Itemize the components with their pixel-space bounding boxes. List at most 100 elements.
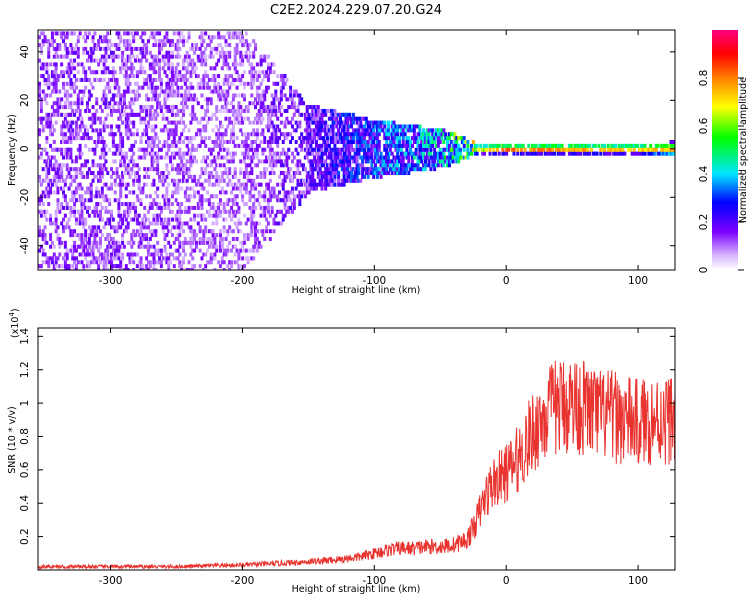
heatmap-cell [222, 155, 226, 160]
heatmap-cell [329, 108, 333, 113]
heatmap-cell [183, 209, 187, 214]
heatmap-cell [235, 202, 239, 207]
heatmap-cell [410, 163, 414, 168]
heatmap-cell [76, 101, 80, 106]
heatmap-cell [182, 62, 186, 67]
heatmap-cell [54, 50, 58, 55]
heatmap-cell [43, 240, 47, 245]
heatmap-cell [156, 97, 160, 102]
heatmap-cell [100, 108, 104, 113]
heatmap-cell [111, 140, 115, 144]
heatmap-cell [152, 35, 156, 40]
heatmap-cell [65, 46, 69, 51]
heatmap-cell [200, 171, 204, 176]
heatmap-cell [180, 101, 184, 106]
heatmap-cell [233, 120, 237, 125]
heatmap-cell [244, 190, 248, 195]
heatmap-cell [342, 132, 346, 137]
heatmap-cell [156, 171, 160, 176]
heatmap-cell [316, 174, 320, 179]
heatmap-cell [272, 97, 276, 102]
heatmap-cell [425, 143, 429, 148]
heatmap-cell [178, 147, 182, 152]
heatmap-x-tick-label: 100 [628, 275, 648, 287]
heatmap-cell [156, 112, 160, 117]
heatmap-cell [194, 66, 198, 71]
heatmap-cell [237, 221, 241, 226]
heatmap-cell [220, 46, 224, 51]
heatmap-cell [159, 171, 163, 176]
heatmap-cell [65, 202, 69, 207]
heatmap-cell [516, 143, 520, 148]
heatmap-cell [213, 236, 217, 241]
heatmap-cell [318, 120, 322, 125]
heatmap-cell [228, 35, 232, 40]
heatmap-cell [178, 54, 182, 59]
heatmap-cell [196, 213, 200, 218]
heatmap-cell [407, 159, 411, 164]
heatmap-x-tick-label: -200 [230, 275, 254, 287]
heatmap-cell [370, 136, 374, 141]
heatmap-cell [374, 136, 378, 141]
heatmap-cell [198, 236, 202, 241]
heatmap-cell [148, 205, 152, 210]
heatmap-cell [477, 147, 481, 152]
heatmap-cell [71, 46, 75, 51]
heatmap-cell [567, 147, 571, 152]
heatmap-cell [180, 268, 184, 270]
heatmap-cell [124, 74, 128, 79]
heatmap-cell [119, 136, 123, 141]
heatmap-cell [276, 124, 280, 129]
heatmap-cell [152, 159, 156, 164]
heatmap-cell [246, 256, 250, 261]
heatmap-cell [56, 74, 60, 79]
heatmap-cell [207, 182, 211, 187]
heatmap-cell [139, 198, 143, 203]
heatmap-cell [174, 128, 178, 133]
heatmap-cell [261, 229, 265, 234]
heatmap-cell [495, 147, 499, 152]
heatmap-cell [241, 43, 245, 48]
heatmap-cell [255, 74, 259, 79]
heatmap-cell [163, 194, 167, 199]
heatmap-cell [71, 252, 75, 257]
heatmap-cell [370, 171, 374, 176]
heatmap-cell [63, 194, 67, 199]
heatmap-cell [146, 217, 150, 222]
heatmap-cell [115, 174, 119, 179]
heatmap-cell [257, 108, 261, 113]
heatmap-cell [261, 89, 265, 94]
heatmap-cell [512, 151, 516, 156]
heatmap-cell [165, 93, 169, 98]
heatmap-cell [337, 155, 341, 160]
heatmap-cell [106, 256, 110, 261]
heatmap-cell [196, 128, 200, 133]
heatmap-cell [74, 233, 78, 238]
heatmap-cell [331, 167, 335, 172]
heatmap-cell [139, 35, 143, 40]
heatmap-cell [309, 151, 313, 156]
heatmap-cell [126, 213, 130, 218]
heatmap-cell [200, 205, 204, 210]
heatmap-cell [119, 35, 123, 40]
heatmap-cell [102, 198, 106, 203]
heatmap-cell [47, 155, 51, 160]
heatmap-cell [248, 50, 252, 55]
heatmap-cell [200, 136, 204, 141]
heatmap-cell [87, 147, 91, 152]
heatmap-cell [392, 120, 396, 125]
heatmap-cell [261, 233, 265, 238]
heatmap-cell [368, 124, 372, 129]
heatmap-cell [158, 46, 162, 51]
heatmap-cell [279, 77, 283, 82]
heatmap-cell [161, 43, 165, 48]
heatmap-cell [176, 62, 180, 67]
heatmap-cell [121, 120, 125, 125]
heatmap-cell [139, 202, 143, 207]
heatmap-cell [209, 35, 213, 40]
heatmap-cell [259, 174, 263, 179]
heatmap-cell [290, 190, 294, 195]
heatmap-cell [54, 147, 58, 152]
heatmap-cell [121, 155, 125, 160]
heatmap-cell [248, 62, 252, 67]
